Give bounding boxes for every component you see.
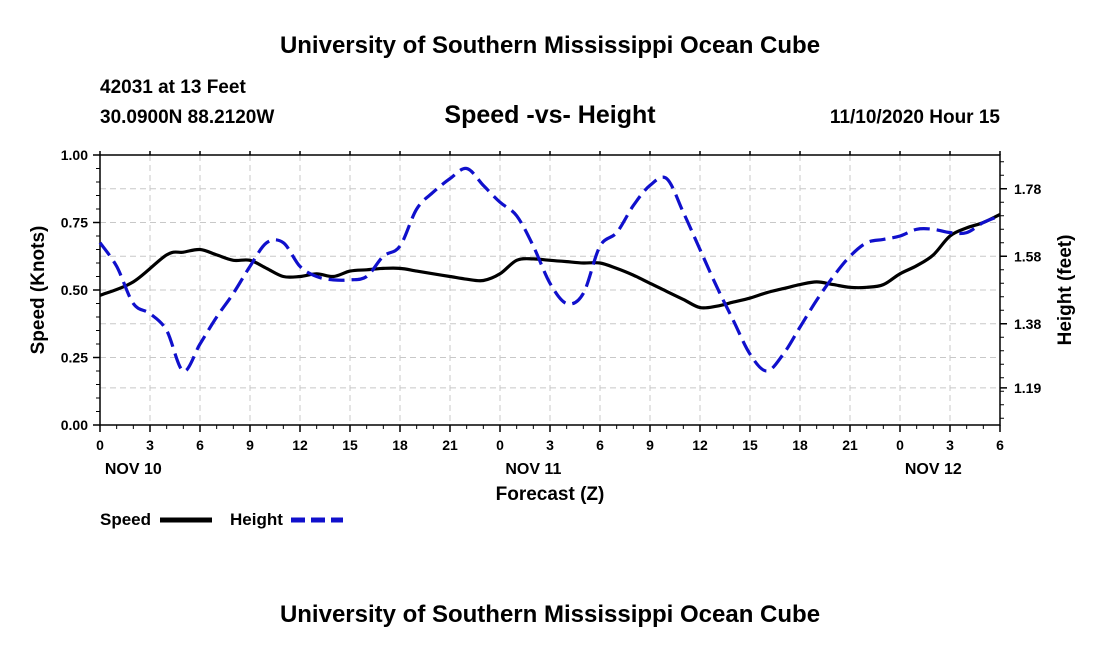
y-axis-left-label: Speed (Knots) — [28, 226, 49, 355]
x-tick-label: 3 — [546, 437, 554, 453]
y-right-tick-label: 1.78 — [1014, 181, 1041, 197]
x-tick-label: 6 — [596, 437, 604, 453]
legend-height-label: Height — [230, 510, 283, 529]
x-tick-label: 15 — [342, 437, 358, 453]
x-tick-label: 18 — [392, 437, 408, 453]
x-tick-label: 3 — [146, 437, 154, 453]
date-label: NOV 11 — [505, 461, 561, 478]
x-tick-label: 9 — [246, 437, 254, 453]
x-tick-label: 12 — [292, 437, 308, 453]
x-axis-label: Forecast (Z) — [496, 484, 605, 505]
y-left-tick-label: 0.00 — [61, 417, 88, 433]
x-tick-label: 0 — [96, 437, 104, 453]
x-tick-label: 15 — [742, 437, 758, 453]
y-right-tick-label: 1.58 — [1014, 248, 1041, 264]
y-left-tick-label: 0.50 — [61, 282, 88, 298]
date-label: NOV 12 — [905, 461, 962, 478]
x-tick-label: 3 — [946, 437, 954, 453]
y-left-tick-label: 0.75 — [61, 215, 88, 231]
chart-title: Speed -vs- Height — [444, 101, 656, 129]
x-tick-label: 6 — [996, 437, 1004, 453]
y-right-tick-label: 1.38 — [1014, 316, 1041, 332]
y-right-tick-label: 1.19 — [1014, 380, 1041, 396]
date-label: NOV 10 — [105, 461, 162, 478]
station-id: 42031 at 13 Feet — [100, 77, 246, 98]
x-tick-label: 21 — [842, 437, 858, 453]
x-tick-label: 18 — [792, 437, 808, 453]
x-tick-label: 6 — [196, 437, 204, 453]
footer-title: University of Southern Mississippi Ocean… — [279, 601, 821, 628]
x-tick-label: 0 — [496, 437, 504, 453]
x-tick-label: 0 — [896, 437, 904, 453]
series-line-speed — [99, 212, 1001, 310]
series — [98, 166, 1001, 373]
y-axis-right-label: Height (feet) — [1055, 235, 1076, 346]
x-tick-label: 9 — [646, 437, 654, 453]
axis-ticks: 0 3 6 9 12 15 18 21 0 3 6 9 12 15 18 21 0 3 6 NOV 10 NOV 11 N… — [61, 147, 1042, 478]
legend-speed-label: Speed — [100, 510, 151, 529]
station-coords: 30.0900N 88.2120W — [100, 107, 275, 128]
legend: Speed Height — [100, 510, 343, 529]
forecast-datetime: 11/10/2020 Hour 15 — [829, 107, 1000, 128]
series-line-height — [98, 166, 1001, 373]
x-tick-label: 21 — [442, 437, 458, 453]
x-tick-label: 12 — [692, 437, 708, 453]
y-left-tick-label: 0.25 — [61, 350, 88, 366]
y-left-tick-label: 1.00 — [61, 147, 88, 163]
grid — [100, 155, 1000, 425]
header-title: University of Southern Mississippi Ocean… — [279, 32, 821, 59]
